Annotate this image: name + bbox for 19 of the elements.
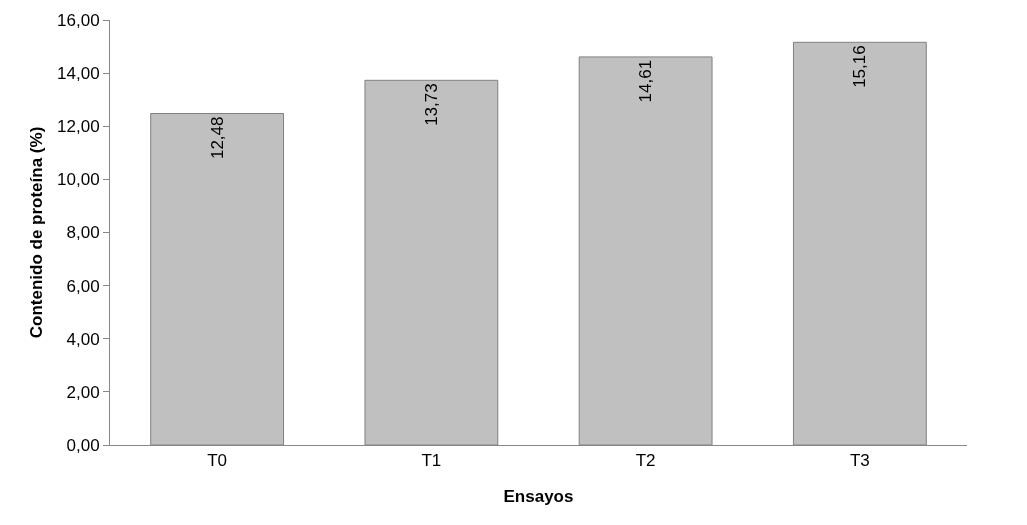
y-tick-label: 2,00 <box>66 382 100 402</box>
x-tick-label: T0 <box>207 451 228 471</box>
y-tick-label: 6,00 <box>66 276 100 296</box>
x-tick-label: T1 <box>421 451 442 471</box>
y-tick-label: 16,00 <box>57 10 100 30</box>
y-tick-label: 0,00 <box>66 435 100 455</box>
y-axis-title: Contenido de proteína (%) <box>26 126 46 339</box>
data-label: 13,73 <box>421 83 441 126</box>
y-tick-label: 10,00 <box>57 170 100 190</box>
y-tick-label: 14,00 <box>57 64 100 84</box>
data-label: 12,48 <box>207 116 227 160</box>
y-tick-label: 12,00 <box>57 117 100 137</box>
x-axis-title: Ensayos <box>503 486 574 506</box>
data-label: 14,61 <box>636 59 656 103</box>
y-tick-label: 8,00 <box>66 223 100 243</box>
x-tick-label: T2 <box>635 451 656 471</box>
x-tick-label: T3 <box>849 451 870 471</box>
y-tick-label: 4,00 <box>66 329 100 349</box>
data-label: 15,16 <box>850 45 870 88</box>
